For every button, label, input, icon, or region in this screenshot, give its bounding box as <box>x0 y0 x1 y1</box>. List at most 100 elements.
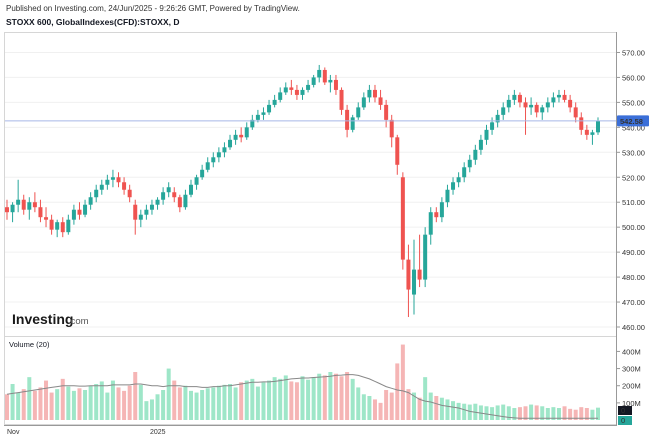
candle <box>306 79 311 93</box>
candle-body <box>333 79 338 90</box>
candle-body <box>406 259 411 290</box>
candle <box>490 117 495 135</box>
candle-body <box>534 104 539 113</box>
price-tick-label: 470.00 <box>622 298 645 307</box>
candle <box>350 114 355 133</box>
volume-bar <box>428 392 433 420</box>
candle-body <box>506 99 511 108</box>
volume-bar <box>283 375 288 420</box>
candle-body <box>77 209 82 215</box>
candle-body <box>105 179 110 185</box>
candle <box>473 144 478 165</box>
candle <box>428 207 433 245</box>
candle-body <box>255 114 260 120</box>
candle-body <box>116 177 121 183</box>
volume-bar <box>16 392 21 420</box>
candle-body <box>5 207 9 213</box>
volume-bar <box>501 404 506 420</box>
candle-body <box>222 147 227 153</box>
candle-body <box>512 94 517 100</box>
candle-body <box>478 139 483 150</box>
candle <box>451 177 456 195</box>
candle <box>27 197 32 220</box>
volume-bar <box>144 401 149 420</box>
volume-bar <box>328 372 333 420</box>
candle <box>294 84 299 100</box>
volume-tick-label: 400M <box>622 347 641 356</box>
volume-bar <box>462 403 467 420</box>
price-tick-label: 570.00 <box>622 48 645 57</box>
volume-bar <box>27 377 32 420</box>
volume-bar <box>289 381 294 420</box>
candle-body <box>562 94 567 100</box>
candle-body <box>216 152 221 158</box>
candle-body <box>590 132 595 135</box>
candle <box>389 114 394 148</box>
volume-bar <box>361 394 366 420</box>
candle <box>551 92 556 108</box>
candle-body <box>328 79 333 83</box>
candle-body <box>149 204 154 210</box>
candle <box>177 194 182 213</box>
x-tick-nov: Nov <box>7 429 20 436</box>
candle <box>267 99 272 115</box>
volume-bar <box>545 408 550 420</box>
candle-body <box>44 217 49 220</box>
price-tick-label: 540.00 <box>622 123 645 132</box>
candle-body <box>172 192 177 198</box>
candle-body <box>211 157 216 163</box>
candle-body <box>356 107 361 118</box>
candle <box>5 199 9 220</box>
candle <box>596 117 600 135</box>
volume-bar <box>300 376 305 420</box>
volume-bar <box>556 408 561 420</box>
candle-body <box>456 177 461 183</box>
candle <box>239 127 244 143</box>
candle <box>339 87 344 115</box>
candle-body <box>278 92 283 100</box>
candle-body <box>188 184 193 195</box>
price-tick-label: 520.00 <box>622 173 645 182</box>
candle <box>116 172 121 188</box>
candle-body <box>367 89 372 98</box>
candle <box>133 199 138 235</box>
candle-body <box>267 104 272 113</box>
volume-axis: 400M 300M 200M 100M <box>616 347 641 408</box>
candle <box>467 154 472 173</box>
volume-bar <box>434 396 439 420</box>
volume-bar <box>166 368 171 420</box>
candle <box>66 214 71 235</box>
candle <box>484 124 489 145</box>
candle-body <box>434 212 439 218</box>
candle-body <box>239 134 244 138</box>
candle-body <box>545 102 550 108</box>
volume-tick-label: 200M <box>622 382 641 391</box>
volume-bar <box>38 387 43 420</box>
volume-bar <box>177 387 182 420</box>
candle <box>545 97 550 113</box>
candle-body <box>378 97 383 105</box>
volume-bar <box>83 390 88 420</box>
candle <box>367 84 372 103</box>
candle-body <box>467 159 472 168</box>
candle-body <box>244 127 249 138</box>
candle-body <box>339 89 344 110</box>
candle <box>127 184 132 203</box>
candle <box>283 82 288 95</box>
volume-bar <box>445 399 450 420</box>
candle <box>278 87 283 103</box>
candle-body <box>289 87 294 90</box>
candle-body <box>517 94 522 103</box>
candle <box>32 192 37 213</box>
candle <box>228 134 233 150</box>
candle <box>317 64 322 83</box>
volume-last-tag <box>618 406 632 415</box>
candle-body <box>10 204 15 213</box>
candle-body <box>361 97 366 108</box>
candle <box>49 214 54 235</box>
candle <box>77 202 82 220</box>
candle <box>534 102 539 118</box>
candle <box>300 87 305 100</box>
candle <box>149 199 154 215</box>
